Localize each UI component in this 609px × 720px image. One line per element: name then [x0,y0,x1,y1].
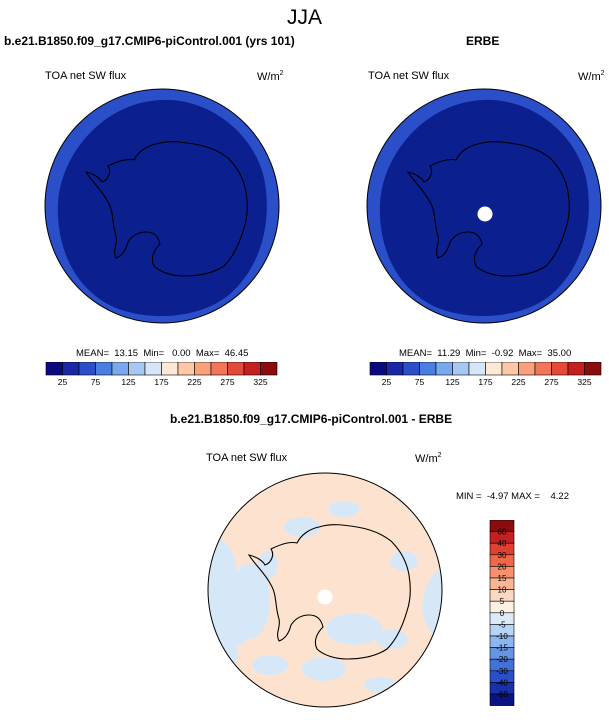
colorbar-tick-label: 40 [498,539,507,548]
colorbar-swatch [435,362,453,376]
diff-panel-title: b.e21.B1850.f09_g17.CMIP6-piControl.001 … [170,412,453,426]
diff-panel-units: W/m2 [415,452,442,465]
season-title: JJA [286,6,322,29]
colorbar-tick-label: 175 [478,377,492,387]
colorbar-swatch [567,362,585,376]
colorbar-tick-label: 225 [511,377,525,387]
colorbar-swatch [161,362,179,376]
colorbar-swatch [144,362,162,376]
colorbar-tick-label: 25 [58,377,68,387]
colorbar-swatch [177,362,195,376]
panel-right-variable: TOA net SW flux [368,70,450,82]
colorbar-tick-label: 325 [577,377,591,387]
colorbar-swatch [62,362,80,376]
panel-left-stats: MEAN= 13.15 Min= 0.00 Max= 46.45 [76,348,249,359]
map-ocean [57,99,267,317]
colorbar-tick-label: -40 [496,678,508,687]
colorbar-swatch [78,362,96,376]
antarctica-coastline [84,141,248,277]
antarctica-coastline [247,524,411,660]
colorbar-tick-label: 10 [498,586,507,595]
colorbar-swatch [260,362,278,376]
colorbar-tick-label: -60 [496,690,508,699]
diff-panel-variable: TOA net SW flux [206,452,288,464]
colorbar-swatch [111,362,129,376]
colorbar-swatch [452,362,470,376]
colorbar-swatch [468,362,486,376]
colorbar-tick-label: 60 [498,528,507,537]
colorbar-tick-label: 325 [253,377,267,387]
panel-left-map [44,88,280,324]
diff-panel-map [207,472,443,708]
colorbar-swatch [128,362,146,376]
colorbar-tick-label: 125 [445,377,459,387]
colorbar-tick-label: 275 [220,377,234,387]
colorbar-tick-label: 30 [498,551,507,560]
colorbar-left: 2575125175225275325375 [45,362,278,387]
colorbar-swatch [419,362,437,376]
panel-right-units: W/m2 [578,70,605,83]
colorbar-tick-label: 275 [544,377,558,387]
colorbar-swatch [227,362,245,376]
colorbar-tick-label: 25 [382,377,392,387]
colorbar-tick-label: -30 [496,667,508,676]
colorbar-swatch [95,362,113,376]
colorbar-swatch [243,362,261,376]
colorbar-tick-label: 75 [91,377,101,387]
colorbar-tick-label: 20 [498,562,507,571]
colorbar-swatch [551,362,569,376]
colorbar-swatch [386,362,404,376]
colorbar-swatch [210,362,228,376]
colorbar-tick-label: 225 [187,377,201,387]
colorbar-swatch [485,362,503,376]
colorbar-tick-label: 125 [121,377,135,387]
colorbar-swatch [45,362,63,376]
panel-right-title: ERBE [466,34,500,48]
panel-right-map [366,88,602,324]
colorbar-swatch [584,362,602,376]
colorbar-tick-label: -20 [496,655,508,664]
colorbar-tick-label: 75 [415,377,425,387]
pole-missing-data [317,589,333,605]
colorbar-swatch [194,362,212,376]
panel-right-stats: MEAN= 11.29 Min= -0.92 Max= 35.00 [399,348,572,359]
colorbar-tick-label: -10 [496,632,508,641]
colorbar-swatch [402,362,420,376]
colorbar-tick-label: 175 [154,377,168,387]
colorbar-swatch [369,362,387,376]
colorbar-swatch [489,693,515,706]
colorbar-swatch [534,362,552,376]
pole-missing-data [477,206,493,222]
colorbar-swatch [518,362,536,376]
colorbar-tick-label: 0 [500,609,505,618]
colorbar-tick-label: 5 [500,597,505,606]
colorbar-tick-label: -15 [496,644,508,653]
panel-left-title: b.e21.B1850.f09_g17.CMIP6-piControl.001 … [4,34,295,48]
colorbar-right: 2575125175225275325375 [369,362,602,387]
colorbar-tick-label: -5 [498,620,506,629]
panel-left-variable: TOA net SW flux [45,70,127,82]
colorbar-tick-label: 15 [498,574,507,583]
colorbar-diff: 60 40 30 20 15 10 5 0 -5 -10 -15 -20 -30 -40 -60 [489,520,515,706]
panel-left-units: W/m2 [257,70,284,83]
diff-panel-stats: MIN = -4.97 MAX = 4.22 [456,491,569,502]
colorbar-swatch [501,362,519,376]
